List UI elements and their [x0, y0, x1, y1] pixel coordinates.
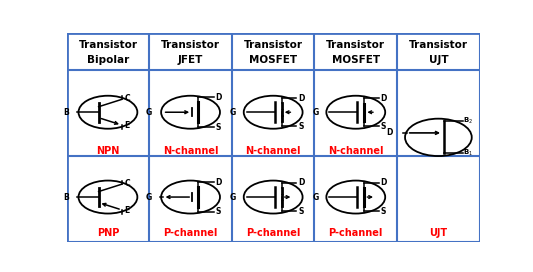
- Text: UJT: UJT: [429, 228, 448, 238]
- Text: B: B: [63, 108, 69, 117]
- Text: D: D: [381, 178, 387, 187]
- Text: E: E: [125, 121, 130, 130]
- Text: D: D: [381, 94, 387, 103]
- Text: Transistor: Transistor: [244, 40, 303, 50]
- Text: B$_2$: B$_2$: [463, 116, 473, 126]
- Text: S: S: [298, 207, 304, 216]
- Text: Transistor: Transistor: [161, 40, 220, 50]
- Text: Transistor: Transistor: [326, 40, 385, 50]
- Text: B$_1$: B$_1$: [463, 148, 473, 159]
- Text: S: S: [216, 123, 221, 132]
- Text: N-channel: N-channel: [163, 146, 219, 156]
- Text: S: S: [216, 208, 221, 217]
- Text: UJT: UJT: [429, 55, 448, 65]
- Text: C: C: [124, 94, 130, 103]
- Text: PNP: PNP: [97, 228, 119, 238]
- Text: B: B: [63, 193, 69, 202]
- Text: Bipolar: Bipolar: [87, 55, 129, 65]
- Text: D: D: [215, 93, 222, 102]
- Text: N-channel: N-channel: [245, 146, 301, 156]
- Text: S: S: [381, 207, 386, 216]
- Text: N-channel: N-channel: [328, 146, 384, 156]
- Text: NPN: NPN: [96, 146, 119, 156]
- Text: G: G: [146, 193, 152, 202]
- Text: D: D: [215, 178, 222, 187]
- Text: P-channel: P-channel: [246, 228, 301, 238]
- Text: D: D: [386, 128, 392, 137]
- Text: Transistor: Transistor: [409, 40, 468, 50]
- Text: G: G: [312, 108, 319, 117]
- Text: G: G: [230, 108, 236, 117]
- Text: S: S: [381, 122, 386, 131]
- Text: G: G: [146, 108, 152, 117]
- Text: MOSFET: MOSFET: [249, 55, 297, 65]
- Text: P-channel: P-channel: [328, 228, 383, 238]
- Text: C: C: [124, 179, 130, 188]
- Text: D: D: [298, 178, 304, 187]
- Text: E: E: [125, 206, 130, 215]
- Text: MOSFET: MOSFET: [332, 55, 380, 65]
- Text: G: G: [230, 193, 236, 202]
- Text: P-channel: P-channel: [163, 228, 218, 238]
- Text: G: G: [312, 193, 319, 202]
- Text: D: D: [298, 94, 304, 103]
- Text: Transistor: Transistor: [78, 40, 138, 50]
- Text: S: S: [298, 122, 304, 131]
- Text: JFET: JFET: [178, 55, 203, 65]
- FancyBboxPatch shape: [67, 33, 480, 242]
